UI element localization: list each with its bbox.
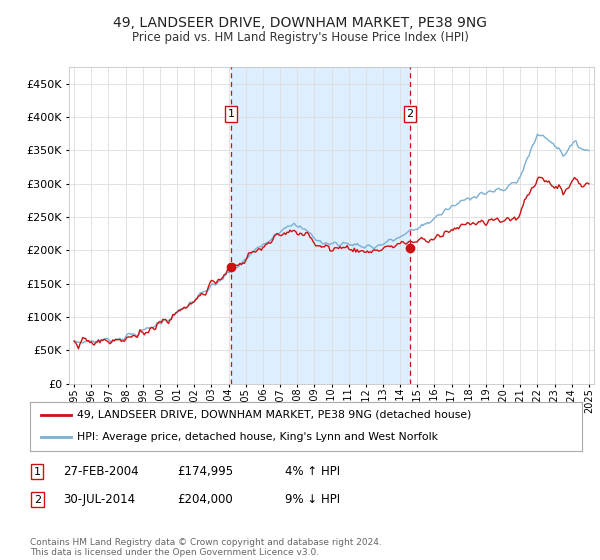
Text: 49, LANDSEER DRIVE, DOWNHAM MARKET, PE38 9NG (detached house): 49, LANDSEER DRIVE, DOWNHAM MARKET, PE38… (77, 410, 471, 420)
Text: 2: 2 (34, 494, 41, 505)
Text: £204,000: £204,000 (177, 493, 233, 506)
Text: 30-JUL-2014: 30-JUL-2014 (63, 493, 135, 506)
Text: Contains HM Land Registry data © Crown copyright and database right 2024.
This d: Contains HM Land Registry data © Crown c… (30, 538, 382, 557)
Text: HPI: Average price, detached house, King's Lynn and West Norfolk: HPI: Average price, detached house, King… (77, 432, 438, 442)
Text: 2: 2 (407, 109, 413, 119)
Text: 1: 1 (227, 109, 235, 119)
Text: 49, LANDSEER DRIVE, DOWNHAM MARKET, PE38 9NG: 49, LANDSEER DRIVE, DOWNHAM MARKET, PE38… (113, 16, 487, 30)
Text: 1: 1 (34, 466, 41, 477)
Bar (231, 67, 410, 384)
Text: 27-FEB-2004: 27-FEB-2004 (63, 465, 139, 478)
Text: Price paid vs. HM Land Registry's House Price Index (HPI): Price paid vs. HM Land Registry's House … (131, 31, 469, 44)
Text: 9% ↓ HPI: 9% ↓ HPI (285, 493, 340, 506)
Text: 4% ↑ HPI: 4% ↑ HPI (285, 465, 340, 478)
Text: £174,995: £174,995 (177, 465, 233, 478)
